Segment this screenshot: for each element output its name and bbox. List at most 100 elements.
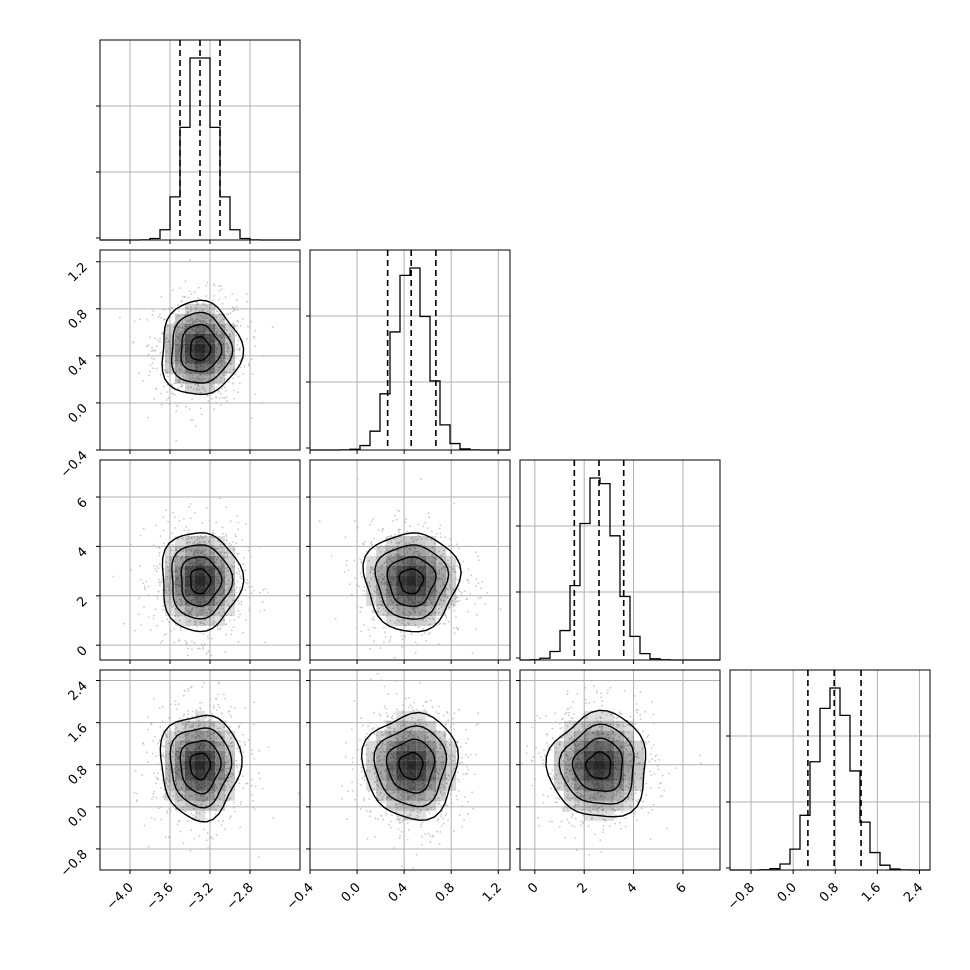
sample-point [221,336,223,338]
sample-point [145,751,148,754]
sample-point [230,543,233,546]
sample-point [218,681,220,683]
sample-point [217,540,219,542]
sample-point [521,763,524,765]
sample-point [203,828,206,831]
sample-point [155,387,158,390]
sample-point [171,606,173,608]
sample-point [458,761,461,764]
sample-point [132,341,134,344]
sample-point [144,587,146,589]
sample-point [384,707,387,710]
sample-point [196,606,198,609]
sample-point [173,641,176,644]
sample-point [460,591,463,594]
sample-point [456,798,459,801]
panel-frame [729,669,931,871]
sample-point [437,712,440,715]
sample-point [470,574,473,577]
density-cell [215,353,225,364]
sample-point [363,590,365,592]
sample-point [252,799,254,802]
sample-point [388,640,391,643]
sample-point [224,720,227,723]
sample-point [183,296,186,299]
sample-point [242,733,245,736]
sample-point [158,578,161,581]
sample-point [167,397,170,399]
sample-point [203,643,206,646]
sample-point [247,325,249,328]
sample-point [226,329,228,331]
sample-point [243,365,246,368]
sample-point [397,529,400,532]
sample-point [254,329,257,332]
sample-point [174,516,176,519]
sample-point [228,544,230,547]
sample-point [205,284,208,287]
contour-line [180,323,223,373]
sample-point [219,627,222,629]
sample-point [458,814,461,816]
sample-point [135,800,138,803]
density-cell [195,363,205,374]
sample-point [447,819,450,822]
sample-point [220,387,223,390]
sample-point [235,299,238,302]
sample-point [222,357,225,360]
sample-point [215,327,217,330]
sample-point [464,796,466,798]
sample-point [404,521,407,524]
sample-point [215,697,217,700]
scatter-panel-3-2 [519,669,721,871]
sample-point [159,535,162,537]
sample-point [202,633,204,635]
sample-point [176,823,179,826]
sample-point [220,357,222,360]
density-cell [205,333,215,344]
sample-point [248,586,251,589]
sample-point [466,578,469,581]
sample-point [190,386,192,389]
sample-point [345,564,348,566]
sample-point [134,769,137,772]
sample-point [168,596,171,599]
sample-point [383,641,385,644]
sample-point [262,589,265,591]
sample-point [213,621,216,623]
sample-point [215,316,218,319]
sample-point [237,616,240,619]
sample-point [457,588,460,591]
sample-point [397,828,400,830]
sample-point [211,606,214,609]
sample-point [394,533,397,536]
sample-point [190,308,192,311]
contour-line [360,711,460,821]
sample-point [447,719,450,722]
histogram-series [730,687,930,871]
density-cell [185,363,195,374]
sample-point [153,398,156,400]
sample-point [206,506,208,509]
sample-point [443,822,445,825]
sample-point [373,612,375,614]
sample-point [371,618,374,620]
sample-point [213,284,216,287]
sample-point [227,345,229,348]
sample-point [191,710,194,713]
sample-point [420,634,423,637]
sample-point [193,642,196,645]
sample-point [237,375,240,378]
sample-point [167,520,170,523]
sample-point [165,632,168,635]
sample-point [216,331,219,334]
sample-point [182,375,184,377]
sample-point [155,755,157,758]
scatter-panel-3-0 [99,669,301,871]
sample-point [460,594,463,596]
sample-point [151,308,153,311]
sample-point [246,338,248,340]
sample-point [258,777,261,780]
sample-point [216,625,219,628]
sample-point [390,820,392,823]
